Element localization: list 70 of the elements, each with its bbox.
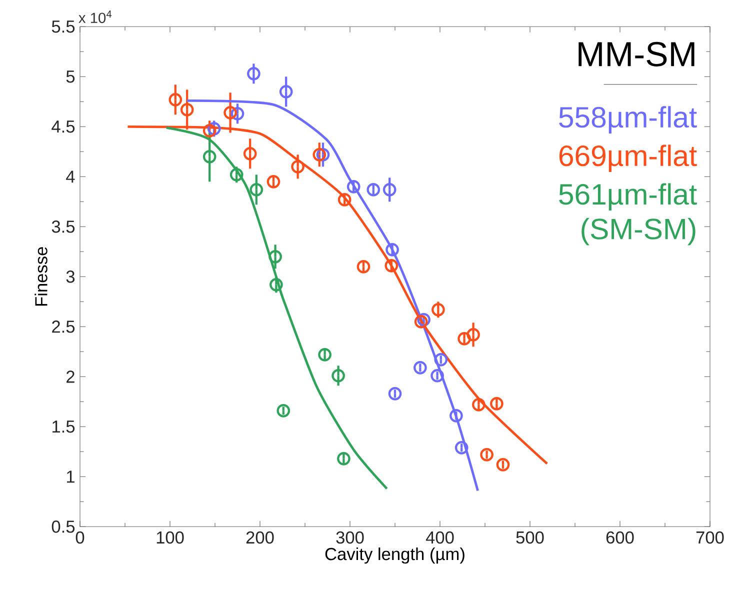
x-tick-label: 100 (156, 531, 184, 544)
y-tick-label: 3.5 (52, 220, 75, 233)
text: x 10$^{4}$ (78, 10, 112, 24)
point (291, 160, 304, 174)
point (480, 448, 494, 462)
x-tick-label: 700 (696, 531, 724, 544)
text: 558µm-flat (559, 106, 697, 134)
point (414, 314, 428, 328)
x-tick-label: 500 (516, 531, 544, 544)
point (243, 146, 257, 160)
point (268, 250, 282, 264)
point (414, 360, 427, 374)
x-tick-label: 300 (336, 531, 364, 544)
x-tick-label: 600 (606, 531, 634, 544)
point (384, 258, 398, 272)
y-tick-label: 5.5 (52, 20, 75, 33)
point (434, 352, 448, 366)
point (458, 332, 471, 346)
y-tick-label: 4.5 (52, 120, 75, 133)
point (318, 348, 332, 362)
point (386, 242, 399, 256)
point (496, 458, 510, 472)
y-tick-label: 3 (66, 270, 75, 283)
point (388, 386, 402, 400)
point (454, 440, 468, 454)
point (356, 260, 370, 274)
point (472, 398, 486, 412)
point (276, 404, 290, 418)
point (450, 408, 463, 422)
point (316, 148, 330, 162)
line-series (186, 99, 479, 492)
point (266, 174, 280, 188)
y-axis-title: Finesse (34, 247, 48, 306)
point (312, 148, 326, 162)
point (490, 397, 504, 410)
point (230, 168, 244, 182)
point (250, 182, 264, 196)
point (466, 328, 480, 342)
point (332, 368, 345, 382)
point (417, 312, 430, 326)
point (430, 368, 444, 382)
y-tick-label: 2.5 (52, 320, 75, 333)
point (382, 182, 396, 196)
y-tick-label: 5 (66, 70, 75, 83)
x-axis-title: Cavity length (µm) (325, 547, 464, 564)
point (432, 302, 445, 316)
point (346, 180, 360, 194)
x-tick-label: 0 (76, 531, 84, 544)
y-tick-label: 4 (66, 170, 75, 183)
line-series (165, 126, 388, 490)
text: 669µm-flat (559, 144, 697, 172)
point (247, 66, 260, 80)
point (168, 92, 182, 106)
point (279, 84, 293, 98)
point (202, 150, 216, 164)
point (202, 124, 216, 138)
y-tick-label: 0.5 (52, 520, 75, 533)
x-tick-label: 200 (246, 531, 274, 544)
point (338, 192, 352, 206)
point (230, 106, 244, 120)
point (180, 102, 194, 116)
y-tick-label: 2 (66, 370, 74, 383)
x-tick-label: 400 (426, 531, 454, 544)
text: 561µm-flat (SM-SM) (559, 183, 697, 246)
point (366, 182, 380, 196)
legend-title: MM-SM (578, 42, 694, 66)
y-tick-label: 1 (66, 470, 74, 483)
y-tick-label: 1.5 (52, 420, 75, 433)
point (270, 278, 283, 292)
point (337, 452, 350, 466)
